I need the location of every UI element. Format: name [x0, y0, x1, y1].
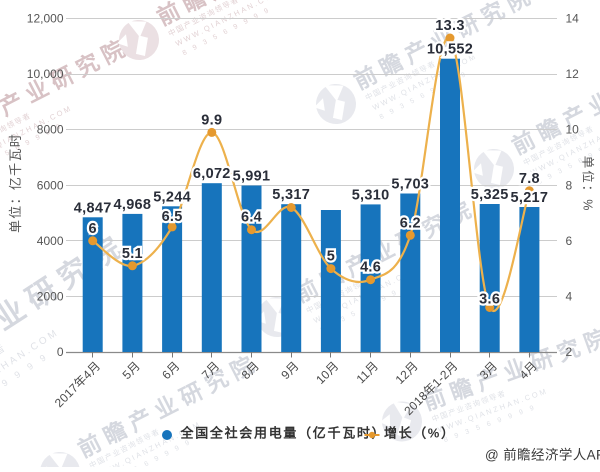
svg-text:5,217: 5,217 [511, 190, 549, 206]
svg-text:5,703: 5,703 [391, 177, 429, 193]
svg-text:全国全社会用电量（亿千瓦时）: 全国全社会用电量（亿千瓦时） [180, 426, 387, 441]
svg-text:4: 4 [566, 289, 573, 303]
svg-text:10,552: 10,552 [427, 42, 473, 58]
svg-text:10,000: 10,000 [27, 67, 64, 81]
svg-text:0: 0 [57, 345, 64, 359]
svg-text:4000: 4000 [37, 234, 64, 248]
svg-text:8000: 8000 [37, 123, 64, 137]
svg-text:6: 6 [89, 221, 97, 237]
svg-text:5: 5 [327, 249, 335, 265]
svg-text:9.9: 9.9 [201, 112, 222, 128]
svg-text:增长（%）: 增长（%） [384, 426, 456, 441]
svg-text:2: 2 [566, 345, 573, 359]
svg-text:单位：%: 单位：% [581, 156, 596, 213]
svg-text:14: 14 [566, 12, 580, 26]
svg-text:4,968: 4,968 [114, 197, 152, 213]
svg-text:5,991: 5,991 [233, 169, 271, 185]
svg-text:7.8: 7.8 [519, 171, 540, 187]
svg-text:2000: 2000 [37, 289, 64, 303]
svg-text:6.5: 6.5 [162, 209, 183, 225]
svg-text:12,000: 12,000 [27, 12, 64, 26]
svg-text:5,244: 5,244 [153, 189, 191, 205]
svg-text:4.6: 4.6 [360, 260, 381, 276]
svg-text:4,847: 4,847 [74, 200, 112, 216]
svg-text:6.4: 6.4 [241, 210, 262, 226]
svg-text:8: 8 [566, 178, 573, 192]
svg-text:13.3: 13.3 [435, 18, 464, 34]
svg-text:6000: 6000 [37, 178, 64, 192]
svg-text:5,325: 5,325 [471, 187, 509, 203]
svg-text:6: 6 [566, 234, 573, 248]
svg-text:5,317: 5,317 [272, 187, 310, 203]
svg-text:12: 12 [566, 67, 580, 81]
svg-text:5.1: 5.1 [122, 246, 143, 262]
svg-text:3.6: 3.6 [479, 292, 500, 308]
svg-text:6,072: 6,072 [193, 166, 231, 182]
svg-text:6.2: 6.2 [400, 215, 421, 231]
svg-text:10: 10 [566, 123, 580, 137]
svg-text:@ 前瞻经济学人APP: @ 前瞻经济学人APP [485, 447, 600, 463]
svg-text:5,310: 5,310 [352, 187, 390, 203]
svg-text:单位：亿千瓦时: 单位：亿千瓦时 [8, 133, 23, 233]
